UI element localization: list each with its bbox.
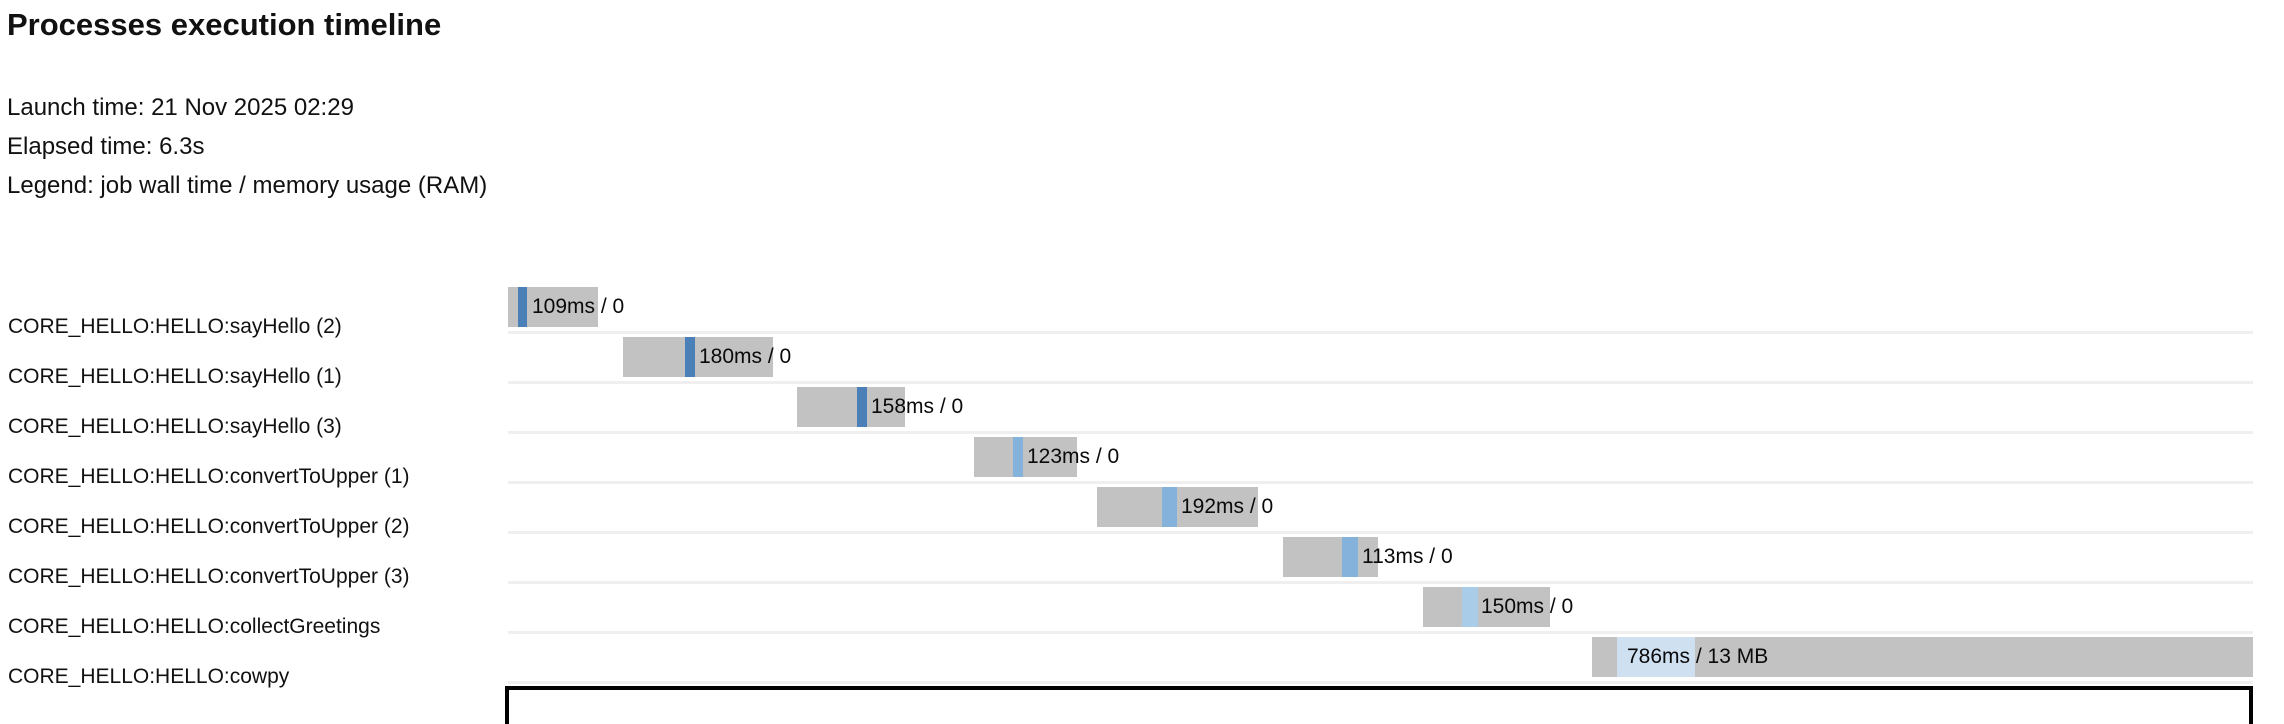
elapsed-time-text: Elapsed time: 6.3s — [7, 133, 205, 160]
task-bar-label: 123ms / 0 — [1027, 445, 1120, 468]
task-bar-label: 192ms / 0 — [1181, 495, 1274, 518]
row-separator-line — [508, 481, 2253, 484]
task-bar[interactable] — [797, 387, 905, 427]
process-label: CORE_HELLO:HELLO:convertToUpper (3) — [8, 565, 410, 588]
launch-time-text: Launch time: 21 Nov 2025 02:29 — [7, 94, 354, 121]
row-separator-line — [508, 681, 2253, 684]
process-label: CORE_HELLO:HELLO:cowpy — [8, 665, 290, 688]
task-bar-label: 150ms / 0 — [1481, 595, 1574, 618]
task-bar-label: 180ms / 0 — [699, 345, 792, 368]
page-title: Processes execution timeline — [7, 7, 442, 42]
task-bar[interactable] — [1423, 587, 1550, 627]
process-label: CORE_HELLO:HELLO:sayHello (1) — [8, 365, 342, 388]
task-bar-accent — [1342, 537, 1358, 577]
cutoff-box — [505, 686, 2253, 724]
process-label: CORE_HELLO:HELLO:convertToUpper (1) — [8, 465, 410, 488]
task-bar-accent — [1462, 587, 1478, 627]
task-bar[interactable] — [1283, 537, 1378, 577]
task-bar-label: 786ms / 13 MB — [1627, 645, 1769, 668]
row-separator-line — [508, 381, 2253, 384]
row-separator-line — [508, 531, 2253, 534]
process-label: CORE_HELLO:HELLO:convertToUpper (2) — [8, 515, 410, 538]
process-label: CORE_HELLO:HELLO:collectGreetings — [8, 615, 381, 638]
task-bar-label: 113ms / 0 — [1362, 545, 1453, 568]
task-bar[interactable] — [1592, 637, 2253, 677]
process-label: CORE_HELLO:HELLO:sayHello (3) — [8, 415, 342, 438]
process-label: CORE_HELLO:HELLO:sayHello (2) — [8, 315, 342, 338]
task-bar[interactable] — [1097, 487, 1258, 527]
task-bar-label: 109ms / 0 — [532, 295, 625, 318]
row-separator-line — [508, 431, 2253, 434]
task-bar-accent — [518, 287, 527, 327]
task-bar-accent — [685, 337, 695, 377]
row-separator-line — [508, 631, 2253, 634]
task-bar-label: 158ms / 0 — [871, 395, 964, 418]
legend-text: Legend: job wall time / memory usage (RA… — [7, 172, 488, 199]
row-separator-line — [508, 581, 2253, 584]
task-bar[interactable] — [623, 337, 773, 377]
row-separator-line — [508, 331, 2253, 334]
task-bar-accent — [1162, 487, 1177, 527]
task-bar-accent — [1013, 437, 1023, 477]
task-bar-accent — [1617, 637, 1695, 677]
task-bar-accent — [857, 387, 867, 427]
task-bar[interactable] — [974, 437, 1077, 477]
